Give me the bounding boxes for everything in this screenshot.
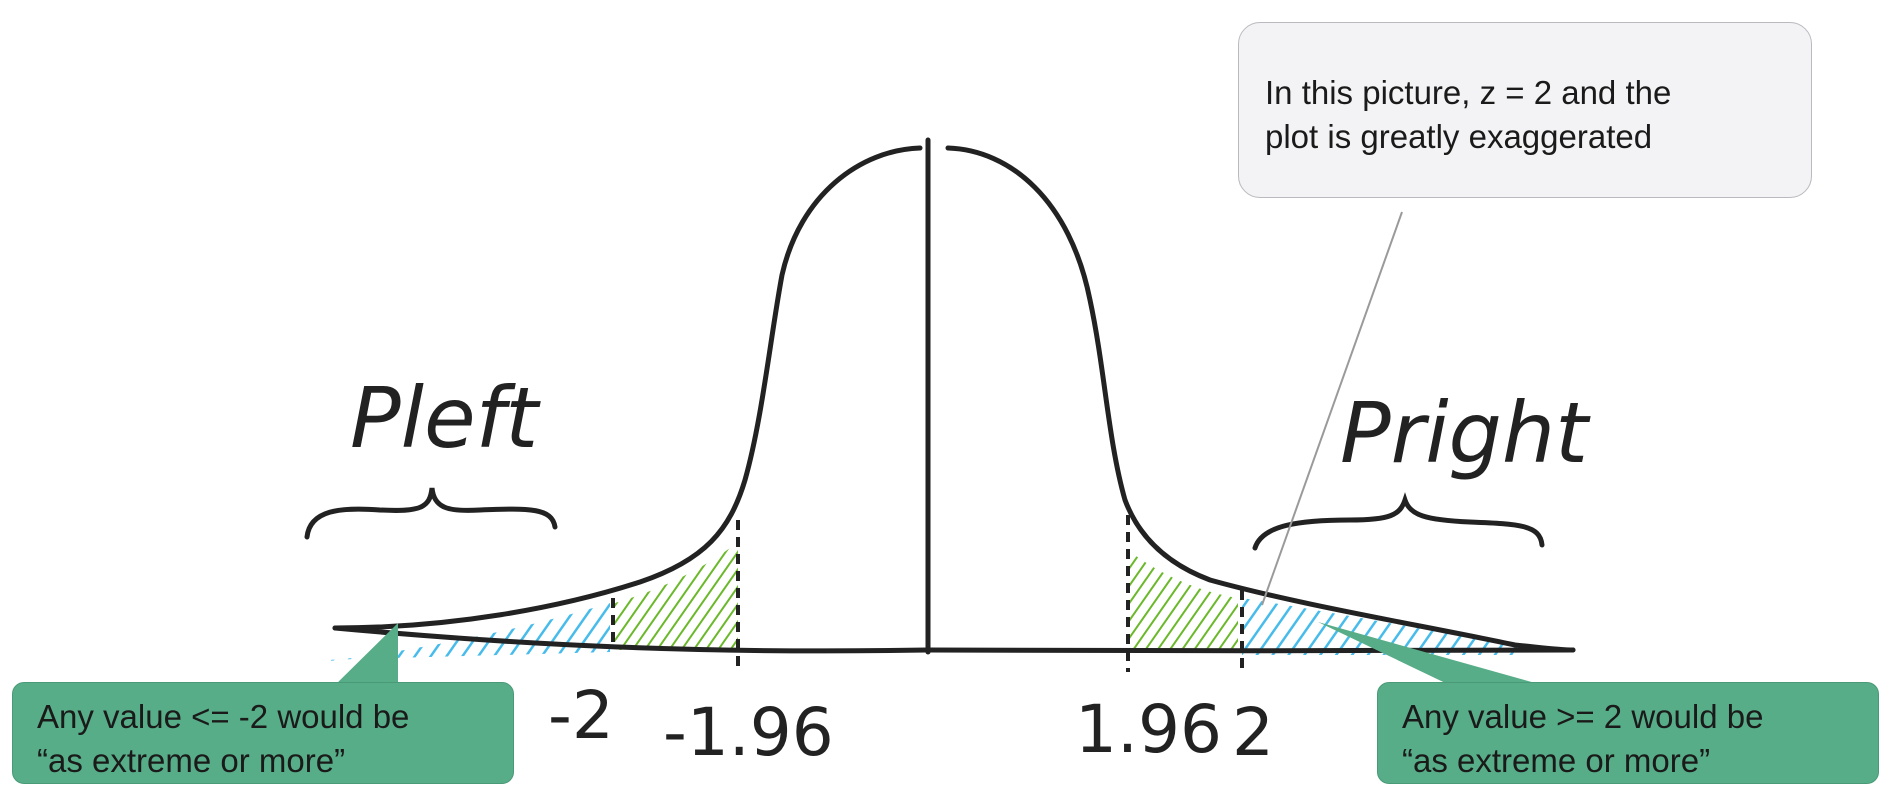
left-callout-line-1: Any value <= -2 would be — [37, 698, 410, 735]
tick-label-196: 1.96 — [1075, 691, 1222, 768]
right-callout-line-1: Any value >= 2 would be — [1402, 698, 1764, 735]
right-callout-line-2: “as extreme or more” — [1402, 742, 1711, 779]
left-brace — [304, 487, 558, 540]
note-pointer — [1261, 211, 1403, 606]
p-left-label: Pleft — [350, 369, 541, 467]
note-line-2: plot is greatly exaggerated — [1265, 118, 1653, 155]
left-tail-shade — [322, 603, 610, 662]
p-right-label: Pright — [1340, 384, 1591, 482]
left-callout-line-2: “as extreme or more” — [37, 742, 346, 779]
right-critical-shade — [1128, 550, 1238, 652]
left-critical-shade — [615, 545, 738, 650]
tick-label-2: 2 — [1232, 694, 1274, 771]
right-tail-shade — [1242, 598, 1525, 655]
tick-label-neg2: -2 — [548, 677, 614, 754]
right-callout-pointer — [1318, 622, 1560, 690]
left-callout-pointer — [330, 623, 398, 690]
bell-curve — [332, 145, 1576, 653]
exaggeration-note: In this picture, z = 2 and the plot is g… — [1238, 22, 1812, 198]
note-line-1: In this picture, z = 2 and the — [1265, 74, 1672, 111]
right-brace — [1252, 492, 1545, 551]
tick-label-neg196: -1.96 — [663, 694, 834, 771]
left-extreme-callout: Any value <= -2 would be “as extreme or … — [12, 682, 514, 784]
right-extreme-callout: Any value >= 2 would be “as extreme or m… — [1377, 682, 1879, 784]
